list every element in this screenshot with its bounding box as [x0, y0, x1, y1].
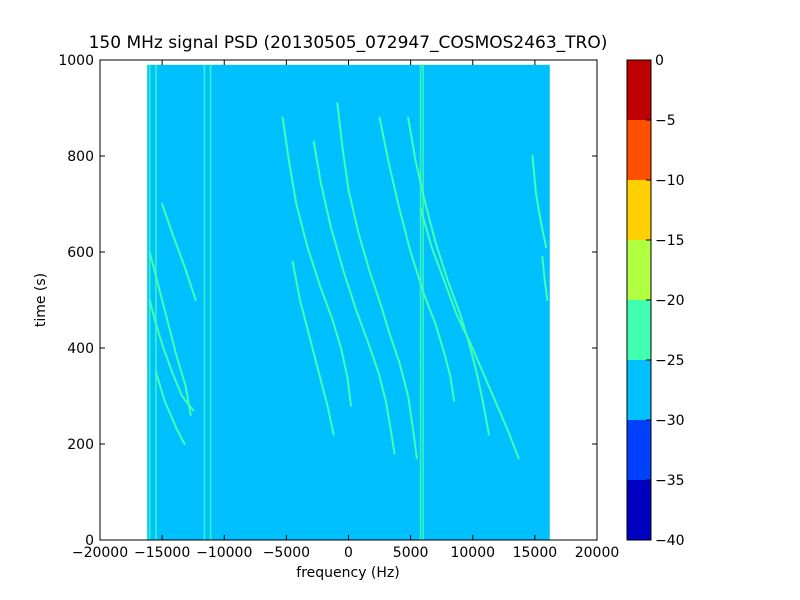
colorbar-tick-label: −35	[655, 473, 685, 489]
y-tick-label: 600	[67, 245, 94, 261]
x-tick-label: −20000	[72, 545, 128, 561]
x-tick-label: 0	[344, 545, 353, 561]
doppler-trace	[419, 207, 520, 460]
colorbar-tick-label: −40	[655, 533, 685, 549]
y-tick-label: 200	[67, 437, 94, 453]
chart-title: 150 MHz signal PSD (20130505_072947_COSM…	[89, 33, 608, 53]
x-tick-label: −10000	[196, 545, 252, 561]
colorbar-segment	[627, 420, 651, 480]
doppler-trace	[531, 155, 548, 249]
doppler-trace	[541, 255, 549, 301]
y-axis-ticks: 0 200 400 600 800 1000	[58, 53, 597, 549]
x-tick-label: −5000	[263, 545, 310, 561]
colorbar: −40 −35 −30 −25 −20 −15 −10 −5 0	[626, 53, 685, 549]
x-tick-label: 20000	[575, 545, 620, 561]
colorbar-segment	[627, 60, 651, 120]
x-tick-label: −15000	[134, 545, 190, 561]
doppler-trace	[154, 371, 186, 445]
spectrogram-image	[147, 64, 550, 541]
doppler-trace	[378, 116, 456, 402]
doppler-trace	[281, 116, 352, 407]
colorbar-tick-label: −20	[655, 293, 685, 309]
doppler-trace	[336, 102, 418, 460]
x-tick-label: 10000	[450, 545, 495, 561]
doppler-trace	[291, 260, 335, 436]
colorbar-segment	[627, 180, 651, 240]
x-tick-label: 5000	[393, 545, 429, 561]
x-tick-label: 15000	[513, 545, 558, 561]
colorbar-segment	[627, 120, 651, 180]
colorbar-segment	[627, 360, 651, 420]
y-axis-label: time (s)	[33, 273, 49, 327]
colorbar-tick-label: −5	[655, 113, 676, 129]
doppler-trace	[407, 116, 490, 436]
y-tick-label: 400	[67, 341, 94, 357]
y-tick-label: 800	[67, 149, 94, 165]
x-axis-ticks: −20000 −15000 −10000 −5000 0 5000 10000 15000 20…	[72, 60, 619, 561]
colorbar-segment	[627, 300, 651, 360]
x-axis-label: frequency (Hz)	[296, 565, 399, 581]
colorbar-tick-label: −15	[655, 233, 685, 249]
colorbar-segment	[627, 240, 651, 300]
y-tick-label: 0	[85, 533, 94, 549]
y-tick-label: 1000	[58, 53, 94, 69]
colorbar-tick-label: −10	[655, 173, 685, 189]
doppler-trace	[148, 299, 195, 412]
doppler-trace	[312, 140, 396, 455]
doppler-trace	[148, 251, 192, 417]
colorbar-tick-label: −30	[655, 413, 685, 429]
colorbar-tick-label: −25	[655, 353, 685, 369]
doppler-trace	[161, 203, 197, 301]
spectrogram-background	[147, 64, 550, 541]
colorbar-tick-label: 0	[655, 53, 664, 69]
colorbar-segment	[627, 480, 651, 540]
